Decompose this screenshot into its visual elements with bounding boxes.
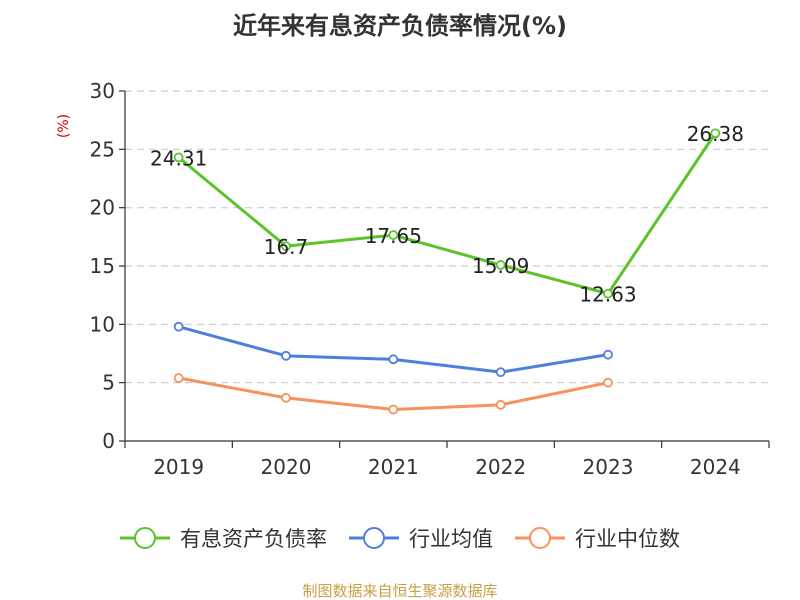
legend-item: 行业中位数 bbox=[515, 527, 680, 551]
x-tick-label: 2022 bbox=[475, 455, 526, 479]
series-line bbox=[178, 325, 609, 374]
x-tick-label: 2024 bbox=[690, 455, 741, 479]
y-axis-label: (%) bbox=[56, 114, 72, 138]
y-tick-label: 0 bbox=[102, 429, 115, 453]
y-tick-label: 15 bbox=[90, 254, 115, 278]
series-lines bbox=[173, 128, 721, 415]
x-tick-label: 2021 bbox=[368, 455, 419, 479]
data-point bbox=[388, 404, 399, 415]
data-point bbox=[173, 152, 184, 163]
x-tick-label: 2019 bbox=[153, 455, 204, 479]
data-label: 26.38 bbox=[687, 122, 744, 146]
data-point bbox=[281, 350, 291, 361]
data-point bbox=[173, 321, 184, 332]
x-tick-label: 2020 bbox=[261, 455, 312, 479]
series-2 bbox=[173, 373, 613, 415]
x-tick-label: 2023 bbox=[583, 455, 634, 479]
y-tick-label: 25 bbox=[90, 137, 115, 161]
chart-title: 近年来有息资产负债率情况(%) bbox=[233, 12, 567, 40]
series-1 bbox=[173, 321, 613, 378]
legend-label: 有息资产负债率 bbox=[180, 527, 327, 551]
series-0 bbox=[173, 128, 721, 299]
data-point bbox=[603, 377, 613, 388]
legend-label: 行业均值 bbox=[409, 527, 493, 551]
legend-marker bbox=[134, 527, 156, 549]
data-label: 16.7 bbox=[264, 235, 309, 259]
legend-label: 行业中位数 bbox=[575, 527, 680, 551]
data-point bbox=[388, 230, 399, 240]
data-point bbox=[710, 128, 721, 139]
legend-item: 有息资产负债率 bbox=[120, 527, 327, 551]
data-point bbox=[173, 373, 184, 383]
data-point bbox=[603, 288, 613, 299]
y-tick-label: 30 bbox=[90, 79, 115, 103]
data-point bbox=[281, 392, 291, 403]
data-label: 24.31 bbox=[150, 146, 207, 170]
y-tick-label: 5 bbox=[102, 371, 115, 395]
data-label: 15.09 bbox=[472, 254, 529, 278]
y-tick-label: 10 bbox=[90, 312, 115, 336]
source-note: 制图数据来自恒生聚源数据库 bbox=[302, 582, 497, 600]
data-labels: 24.31 16.7 17.65 15.09 12.63 26.38 bbox=[150, 122, 744, 306]
legend-marker bbox=[363, 527, 385, 549]
series-line bbox=[177, 132, 717, 296]
data-point bbox=[603, 349, 613, 360]
data-label: 17.65 bbox=[365, 224, 422, 248]
data-point bbox=[388, 354, 399, 365]
data-point bbox=[495, 260, 506, 270]
legend-marker bbox=[529, 527, 551, 549]
legend-item: 行业均值 bbox=[349, 527, 493, 551]
data-point bbox=[495, 367, 506, 378]
data-point bbox=[495, 399, 506, 410]
data-label: 12.63 bbox=[579, 283, 636, 307]
legend: 有息资产负债率 行业均值 行业中位数 bbox=[120, 527, 680, 551]
y-tick-label: 20 bbox=[90, 196, 115, 220]
axes: 0 5 10 15 20 25 30 2019 2020 2021 2022 2023 2024 bbox=[90, 79, 770, 479]
data-point bbox=[281, 241, 291, 252]
